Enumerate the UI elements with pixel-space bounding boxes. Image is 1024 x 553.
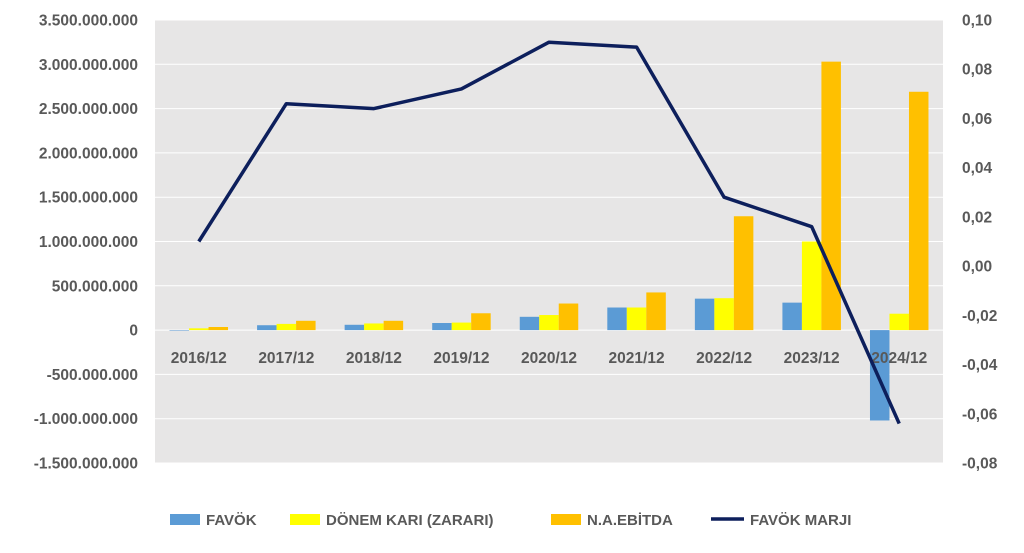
y-right-tick-label: -0,02 <box>962 308 997 325</box>
legend-label-fav-k-marji: FAVÖK MARJI <box>750 512 851 529</box>
legend-swatch-d-nem-kari-zarari <box>290 514 320 525</box>
bar-n-a-ebi-tda-2022-12 <box>734 216 754 330</box>
y-left-tick-label: 3.000.000.000 <box>39 57 138 74</box>
bar-fav-k-2016-12 <box>170 330 190 331</box>
bar-fav-k-2021-12 <box>607 308 627 331</box>
y-right-tick-label: 0,02 <box>962 209 992 226</box>
bar-n-a-ebi-tda-2017-12 <box>296 321 316 330</box>
bar-n-a-ebi-tda-2016-12 <box>209 327 229 330</box>
bar-d-nem-kari-zarari-2019-12 <box>452 323 472 331</box>
x-tick-label: 2022/12 <box>696 350 752 367</box>
bar-d-nem-kari-zarari-2024-12 <box>889 314 909 330</box>
y-right-tick-label: -0,04 <box>962 357 998 374</box>
y-left-tick-label: 1.000.000.000 <box>39 234 138 251</box>
bar-n-a-ebi-tda-2019-12 <box>471 313 491 330</box>
bar-d-nem-kari-zarari-2020-12 <box>539 315 559 330</box>
bar-d-nem-kari-zarari-2017-12 <box>277 324 297 330</box>
bar-n-a-ebi-tda-2024-12 <box>909 92 929 330</box>
y-right-tick-label: -0,08 <box>962 456 998 473</box>
bar-fav-k-2017-12 <box>257 325 277 330</box>
x-tick-label: 2019/12 <box>433 350 489 367</box>
x-tick-label: 2017/12 <box>258 350 314 367</box>
x-tick-label: 2021/12 <box>609 350 665 367</box>
legend-label-d-nem-kari-zarari: DÖNEM KARI (ZARARI) <box>326 512 493 529</box>
bar-fav-k-2020-12 <box>520 317 540 330</box>
y-right-tick-label: 0,04 <box>962 160 993 177</box>
bar-fav-k-2022-12 <box>695 299 715 330</box>
x-tick-label: 2024/12 <box>871 350 927 367</box>
y-left-tick-label: -1.500.000.000 <box>34 456 138 473</box>
legend-swatch-fav-k <box>170 514 200 525</box>
bar-d-nem-kari-zarari-2016-12 <box>189 328 209 330</box>
bar-fav-k-2023-12 <box>782 303 802 330</box>
legend-label-fav-k: FAVÖK <box>206 512 257 529</box>
y-left-tick-label: -500.000.000 <box>47 367 138 384</box>
bar-fav-k-2019-12 <box>432 323 452 330</box>
y-left-tick-label: 500.000.000 <box>52 278 138 295</box>
bar-d-nem-kari-zarari-2022-12 <box>714 298 734 330</box>
y-left-tick-label: 0 <box>129 323 138 340</box>
bar-d-nem-kari-zarari-2023-12 <box>802 242 822 331</box>
bar-n-a-ebi-tda-2021-12 <box>646 292 666 330</box>
y-right-tick-label: 0,10 <box>962 13 992 30</box>
bar-d-nem-kari-zarari-2018-12 <box>364 323 384 330</box>
x-tick-label: 2018/12 <box>346 350 402 367</box>
bar-fav-k-2018-12 <box>345 325 365 330</box>
x-tick-label: 2023/12 <box>784 350 840 367</box>
y-left-tick-label: -1.000.000.000 <box>34 411 138 428</box>
bar-n-a-ebi-tda-2020-12 <box>559 304 579 331</box>
y-right-tick-label: -0,06 <box>962 406 998 423</box>
y-right-tick-label: 0,06 <box>962 111 993 128</box>
y-left-tick-label: 3.500.000.000 <box>39 13 138 30</box>
y-left-tick-label: 2.000.000.000 <box>39 145 138 162</box>
bar-n-a-ebi-tda-2018-12 <box>384 321 404 330</box>
legend-swatch-n-a-ebi-tda <box>551 514 581 525</box>
y-left-tick-label: 2.500.000.000 <box>39 101 138 118</box>
bar-fav-k-2024-12 <box>870 330 890 420</box>
y-left-tick-label: 1.500.000.000 <box>39 190 138 207</box>
y-right-tick-label: 0,08 <box>962 62 993 79</box>
bar-d-nem-kari-zarari-2021-12 <box>627 308 647 331</box>
legend-label-n-a-ebi-tda: N.A.EBİTDA <box>587 512 673 529</box>
x-tick-label: 2020/12 <box>521 350 577 367</box>
x-tick-label: 2016/12 <box>171 350 227 367</box>
y-right-tick-label: 0,00 <box>962 259 992 276</box>
